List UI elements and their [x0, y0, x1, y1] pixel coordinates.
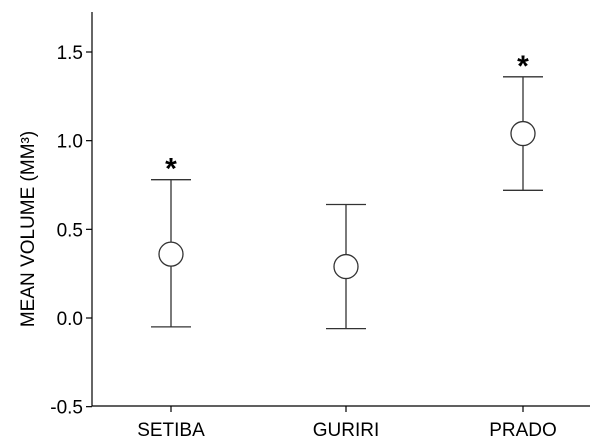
y-tick-label: -0.5 [50, 398, 83, 419]
x-axis: SETIBA GURIRI PRADO [92, 405, 590, 441]
y-axis: -0.5 0.0 0.5 1.0 1.5 [50, 12, 93, 419]
y-tick-label: 1.0 [57, 132, 83, 153]
mean-marker [510, 120, 536, 147]
plot-marks: ** [151, 50, 543, 330]
x-tick-label: PRADO [489, 420, 557, 441]
mean-marker [158, 241, 184, 267]
y-axis-title: MEAN VOLUME (MM³) [18, 131, 39, 327]
y-tick-label: 0.5 [57, 220, 83, 241]
mean-marker [333, 253, 359, 280]
significance-label: * [165, 153, 177, 186]
x-tick-label: SETIBA [137, 420, 205, 441]
significance-label: * [517, 50, 529, 83]
y-tick-label: 0.0 [57, 309, 83, 330]
x-tick-label: GURIRI [313, 420, 380, 441]
y-tick-label: 1.5 [57, 43, 83, 64]
